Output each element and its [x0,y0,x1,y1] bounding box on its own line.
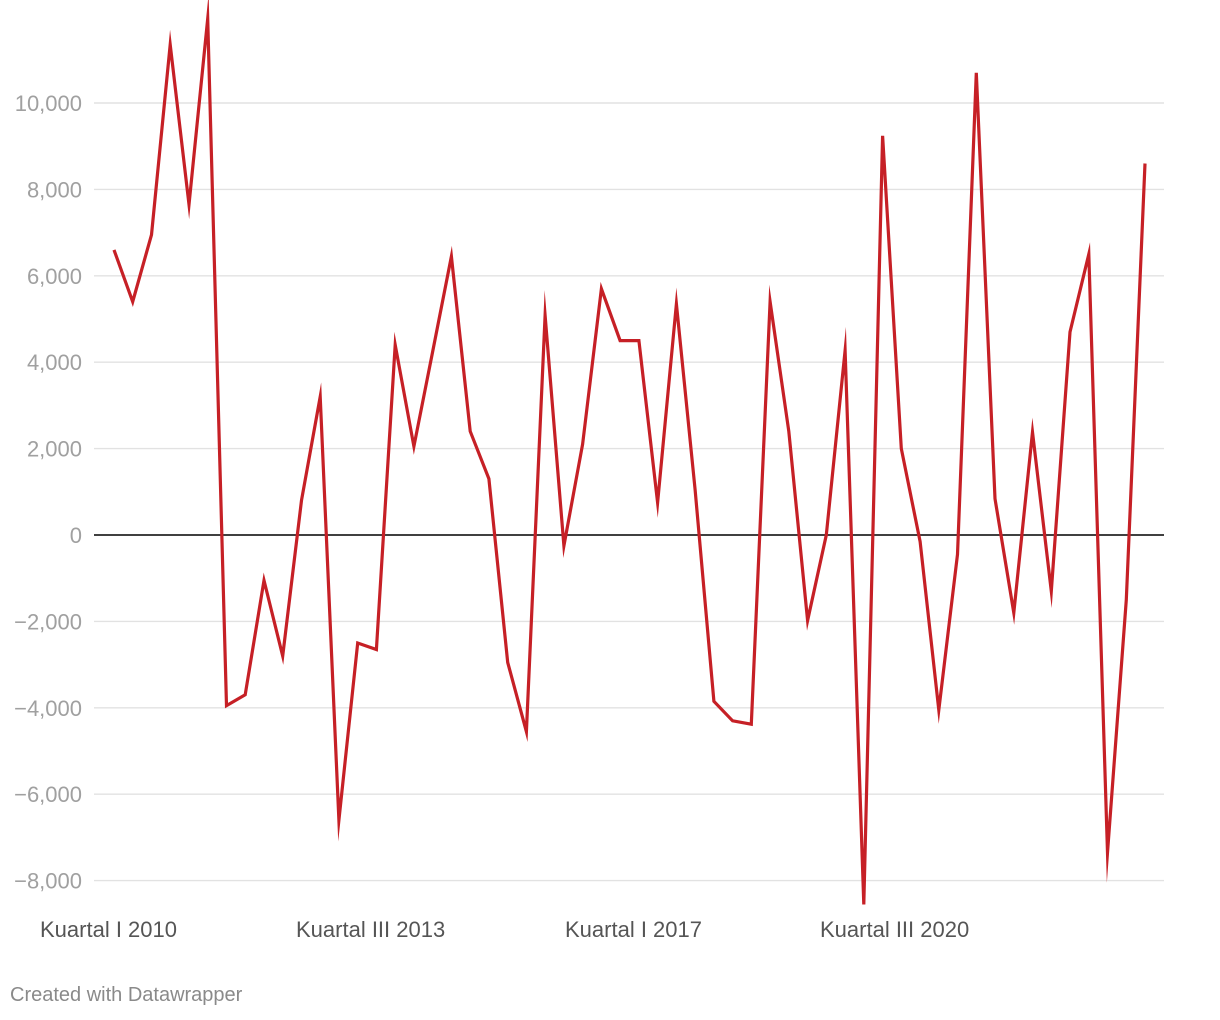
y-tick-label: −6,000 [14,782,82,807]
y-tick-label: 8,000 [27,177,82,202]
series-layer [112,0,1147,905]
y-tick-label: −2,000 [14,609,82,634]
y-tick-label: 10,000 [15,91,82,116]
credit-text: Created with Datawrapper [10,984,243,1006]
gridlines [94,102,1164,882]
y-tick-label: 2,000 [27,437,82,462]
y-tick-label: 4,000 [27,350,82,375]
y-axis-tick-labels: 10,000 8,000 6,000 4,000 2,000 0 −2,000 −4,000 −… [14,91,82,894]
y-tick-label: 6,000 [27,264,82,289]
series-line [112,0,1147,905]
y-tick-label: −8,000 [14,869,82,894]
y-tick-label: −4,000 [14,696,82,721]
x-tick-label: Kuartal III 2020 [820,917,969,942]
x-axis-tick-labels: Kuartal I 2010 Kuartal III 2013 Kuartal I … [40,917,969,942]
x-tick-label: Kuartal I 2017 [565,917,702,942]
x-tick-label: Kuartal III 2013 [296,917,445,942]
y-tick-label: 0 [70,523,82,548]
x-tick-label: Kuartal I 2010 [40,917,177,942]
